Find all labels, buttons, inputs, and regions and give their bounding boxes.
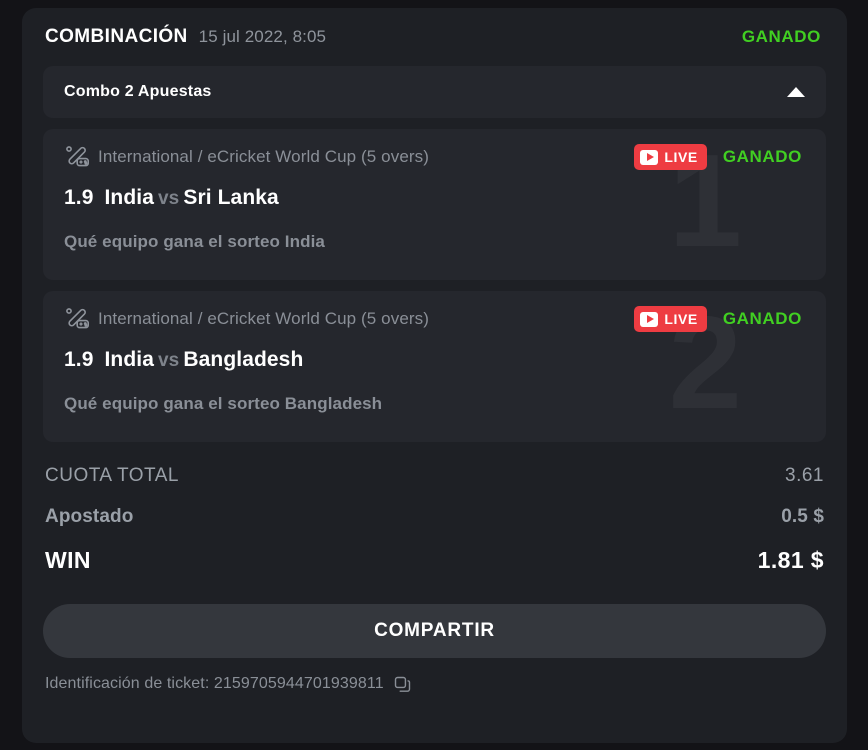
ticket-card: COMBINACIÓN 15 jul 2022, 8:05 GANADO Com… [22,8,847,743]
away-team: Sri Lanka [183,186,279,209]
stake-row: Apostado 0.5 $ [45,506,824,528]
bet-list: 1 International / eCricket World Cup (5 … [43,129,826,442]
league-name: International / eCricket World Cup (5 ov… [98,309,429,328]
play-icon [640,311,659,327]
total-odds-label: CUOTA TOTAL [45,465,179,486]
bet-status-badge: GANADO [722,309,802,328]
bet-market: Qué equipo gana el sorteo India [64,232,325,251]
win-value: 1.81 $ [757,547,824,573]
live-label: LIVE [664,149,698,165]
ticket-header: COMBINACIÓN 15 jul 2022, 8:05 GANADO [43,8,826,66]
bet-header: International / eCricket World Cup (5 ov… [64,144,805,170]
page-title: COMBINACIÓN [45,26,188,47]
live-label: LIVE [664,311,698,327]
bet-status-badge: GANADO [722,147,802,166]
share-button[interactable]: COMPARTIR [43,604,826,658]
combo-toggle-bar[interactable]: Combo 2 Apuestas [43,66,826,118]
ecricket-icon [64,306,94,332]
bet-match: 1.9 India vs Bangladesh [64,348,805,372]
bet-odds: 1.9 [64,348,94,371]
total-odds-row: CUOTA TOTAL 3.61 [45,465,824,487]
stake-label: Apostado [45,506,134,527]
vs-label: vs [158,188,180,209]
bet-odds: 1.9 [64,186,94,209]
home-team: India [104,186,155,209]
ticket-id-text: Identificación de ticket: 21597059447019… [45,675,384,692]
ecricket-icon [64,144,94,170]
bet-market: Qué equipo gana el sorteo Bangladesh [64,394,383,413]
stake-value: 0.5 $ [781,506,824,527]
win-label: WIN [45,547,91,573]
bet-row[interactable]: 1 International / eCricket World Cup (5 … [43,129,826,280]
ticket-date: 15 jul 2022, 8:05 [198,27,327,46]
combo-label: Combo 2 Apuestas [64,83,212,100]
totals-section: CUOTA TOTAL 3.61 Apostado 0.5 $ WIN 1.81… [43,453,826,574]
win-row: WIN 1.81 $ [45,547,824,574]
vs-label: vs [158,350,180,371]
play-icon [640,149,659,165]
ticket-id-row: Identificación de ticket: 21597059447019… [43,675,826,693]
live-badge: LIVE [634,144,707,170]
home-team: India [104,348,155,371]
bet-match: 1.9 India vs Sri Lanka [64,186,805,210]
status-badge: GANADO [741,27,821,46]
chevron-up-icon[interactable] [787,87,805,97]
league-name: International / eCricket World Cup (5 ov… [98,147,429,166]
bet-row[interactable]: 2 International / eCricket World Cup (5 … [43,291,826,442]
live-badge: LIVE [634,306,707,332]
total-odds-value: 3.61 [785,465,824,486]
away-team: Bangladesh [183,348,304,371]
copy-icon[interactable] [394,676,411,693]
bet-header: International / eCricket World Cup (5 ov… [64,306,805,332]
